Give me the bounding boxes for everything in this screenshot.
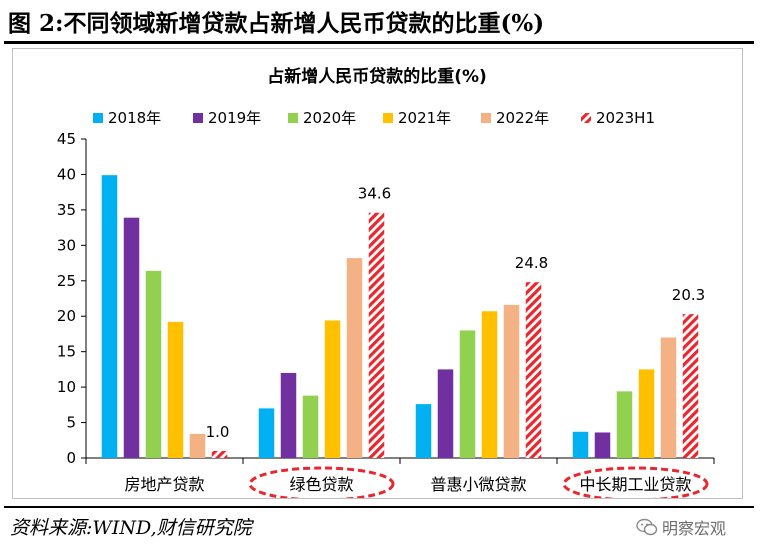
data-labels: 1.0 34.6 24.8 20.3 <box>206 185 706 441</box>
y-tick-label: 40 <box>57 165 76 183</box>
wechat-icon <box>636 518 658 536</box>
legend-swatch <box>93 113 103 123</box>
bar <box>189 433 206 458</box>
bar <box>123 217 140 458</box>
bar <box>415 404 432 458</box>
x-axis: 房地产贷款 绿色贷款 普惠小微贷款 中长期工业贷款 <box>85 457 715 498</box>
y-tick-label: 5 <box>66 414 76 432</box>
data-label: 20.3 <box>672 286 705 304</box>
y-tick-label: 45 <box>57 130 76 148</box>
x-tick-label: 中长期工业贷款 <box>579 475 691 494</box>
x-tick-label: 普惠小微贷款 <box>430 475 526 494</box>
bars <box>101 175 699 459</box>
bar <box>660 337 677 458</box>
legend-swatch <box>288 113 298 123</box>
legend-label: 2019年 <box>208 109 261 127</box>
bar <box>101 175 118 459</box>
chart-frame: 占新增人民币贷款的比重(%) 2018年 2019年 2020年 2021年 2022年… <box>12 48 743 499</box>
legend-swatch <box>383 113 393 123</box>
bar <box>324 320 341 458</box>
bar <box>638 369 655 458</box>
x-tick-label: 房地产贷款 <box>124 475 204 494</box>
title-rule <box>4 41 754 44</box>
y-tick-label: 30 <box>57 236 76 254</box>
bar <box>302 395 319 458</box>
bar <box>459 330 476 458</box>
watermark: 明察宏观 <box>636 515 726 539</box>
y-tick-label: 10 <box>57 378 76 396</box>
bar <box>572 431 589 458</box>
y-axis: 0 5 10 15 20 25 30 35 40 45 <box>57 130 87 467</box>
bar <box>481 311 498 458</box>
chart-title: 占新增人民币贷款的比重(%) <box>267 66 487 87</box>
highlight-ellipse <box>248 466 395 498</box>
highlight-ellipse <box>562 466 709 498</box>
bar <box>503 304 520 458</box>
data-label: 34.6 <box>358 185 391 203</box>
legend-label: 2018年 <box>108 109 161 127</box>
source-note: 资料来源:WIND,财信研究院 <box>10 517 252 539</box>
legend: 2018年 2019年 2020年 2021年 2022年 2023H1 <box>93 109 655 127</box>
figure-title: 图 2:不同领域新增贷款占新增人民币贷款的比重(%) <box>8 10 545 37</box>
bar <box>145 270 162 458</box>
bar <box>280 372 297 458</box>
data-label: 24.8 <box>515 254 548 272</box>
x-tick-label: 绿色贷款 <box>289 475 353 494</box>
source-rule <box>4 506 754 508</box>
legend-label: 2022年 <box>496 109 549 127</box>
bar <box>368 212 385 458</box>
bar <box>258 408 275 458</box>
legend-swatch <box>481 113 491 123</box>
legend-label: 2021年 <box>398 109 451 127</box>
bar <box>346 258 363 458</box>
bar <box>594 432 611 458</box>
bar <box>167 321 184 458</box>
legend-label: 2020年 <box>303 109 356 127</box>
legend-label: 2023H1 <box>596 109 655 127</box>
y-tick-label: 15 <box>57 343 76 361</box>
watermark-text: 明察宏观 <box>662 519 727 538</box>
y-tick-label: 25 <box>57 272 76 290</box>
y-tick-label: 35 <box>57 201 76 219</box>
bar <box>211 450 228 458</box>
bar <box>682 314 699 458</box>
bar <box>437 369 454 458</box>
data-label: 1.0 <box>206 423 230 441</box>
y-tick-label: 0 <box>66 449 76 467</box>
y-tick-label: 20 <box>57 307 76 325</box>
bar-chart: 占新增人民币贷款的比重(%) 2018年 2019年 2020年 2021年 2022年… <box>57 66 715 498</box>
legend-swatch <box>581 113 591 123</box>
bar <box>525 282 542 458</box>
legend-swatch <box>193 113 203 123</box>
bar <box>616 391 633 458</box>
